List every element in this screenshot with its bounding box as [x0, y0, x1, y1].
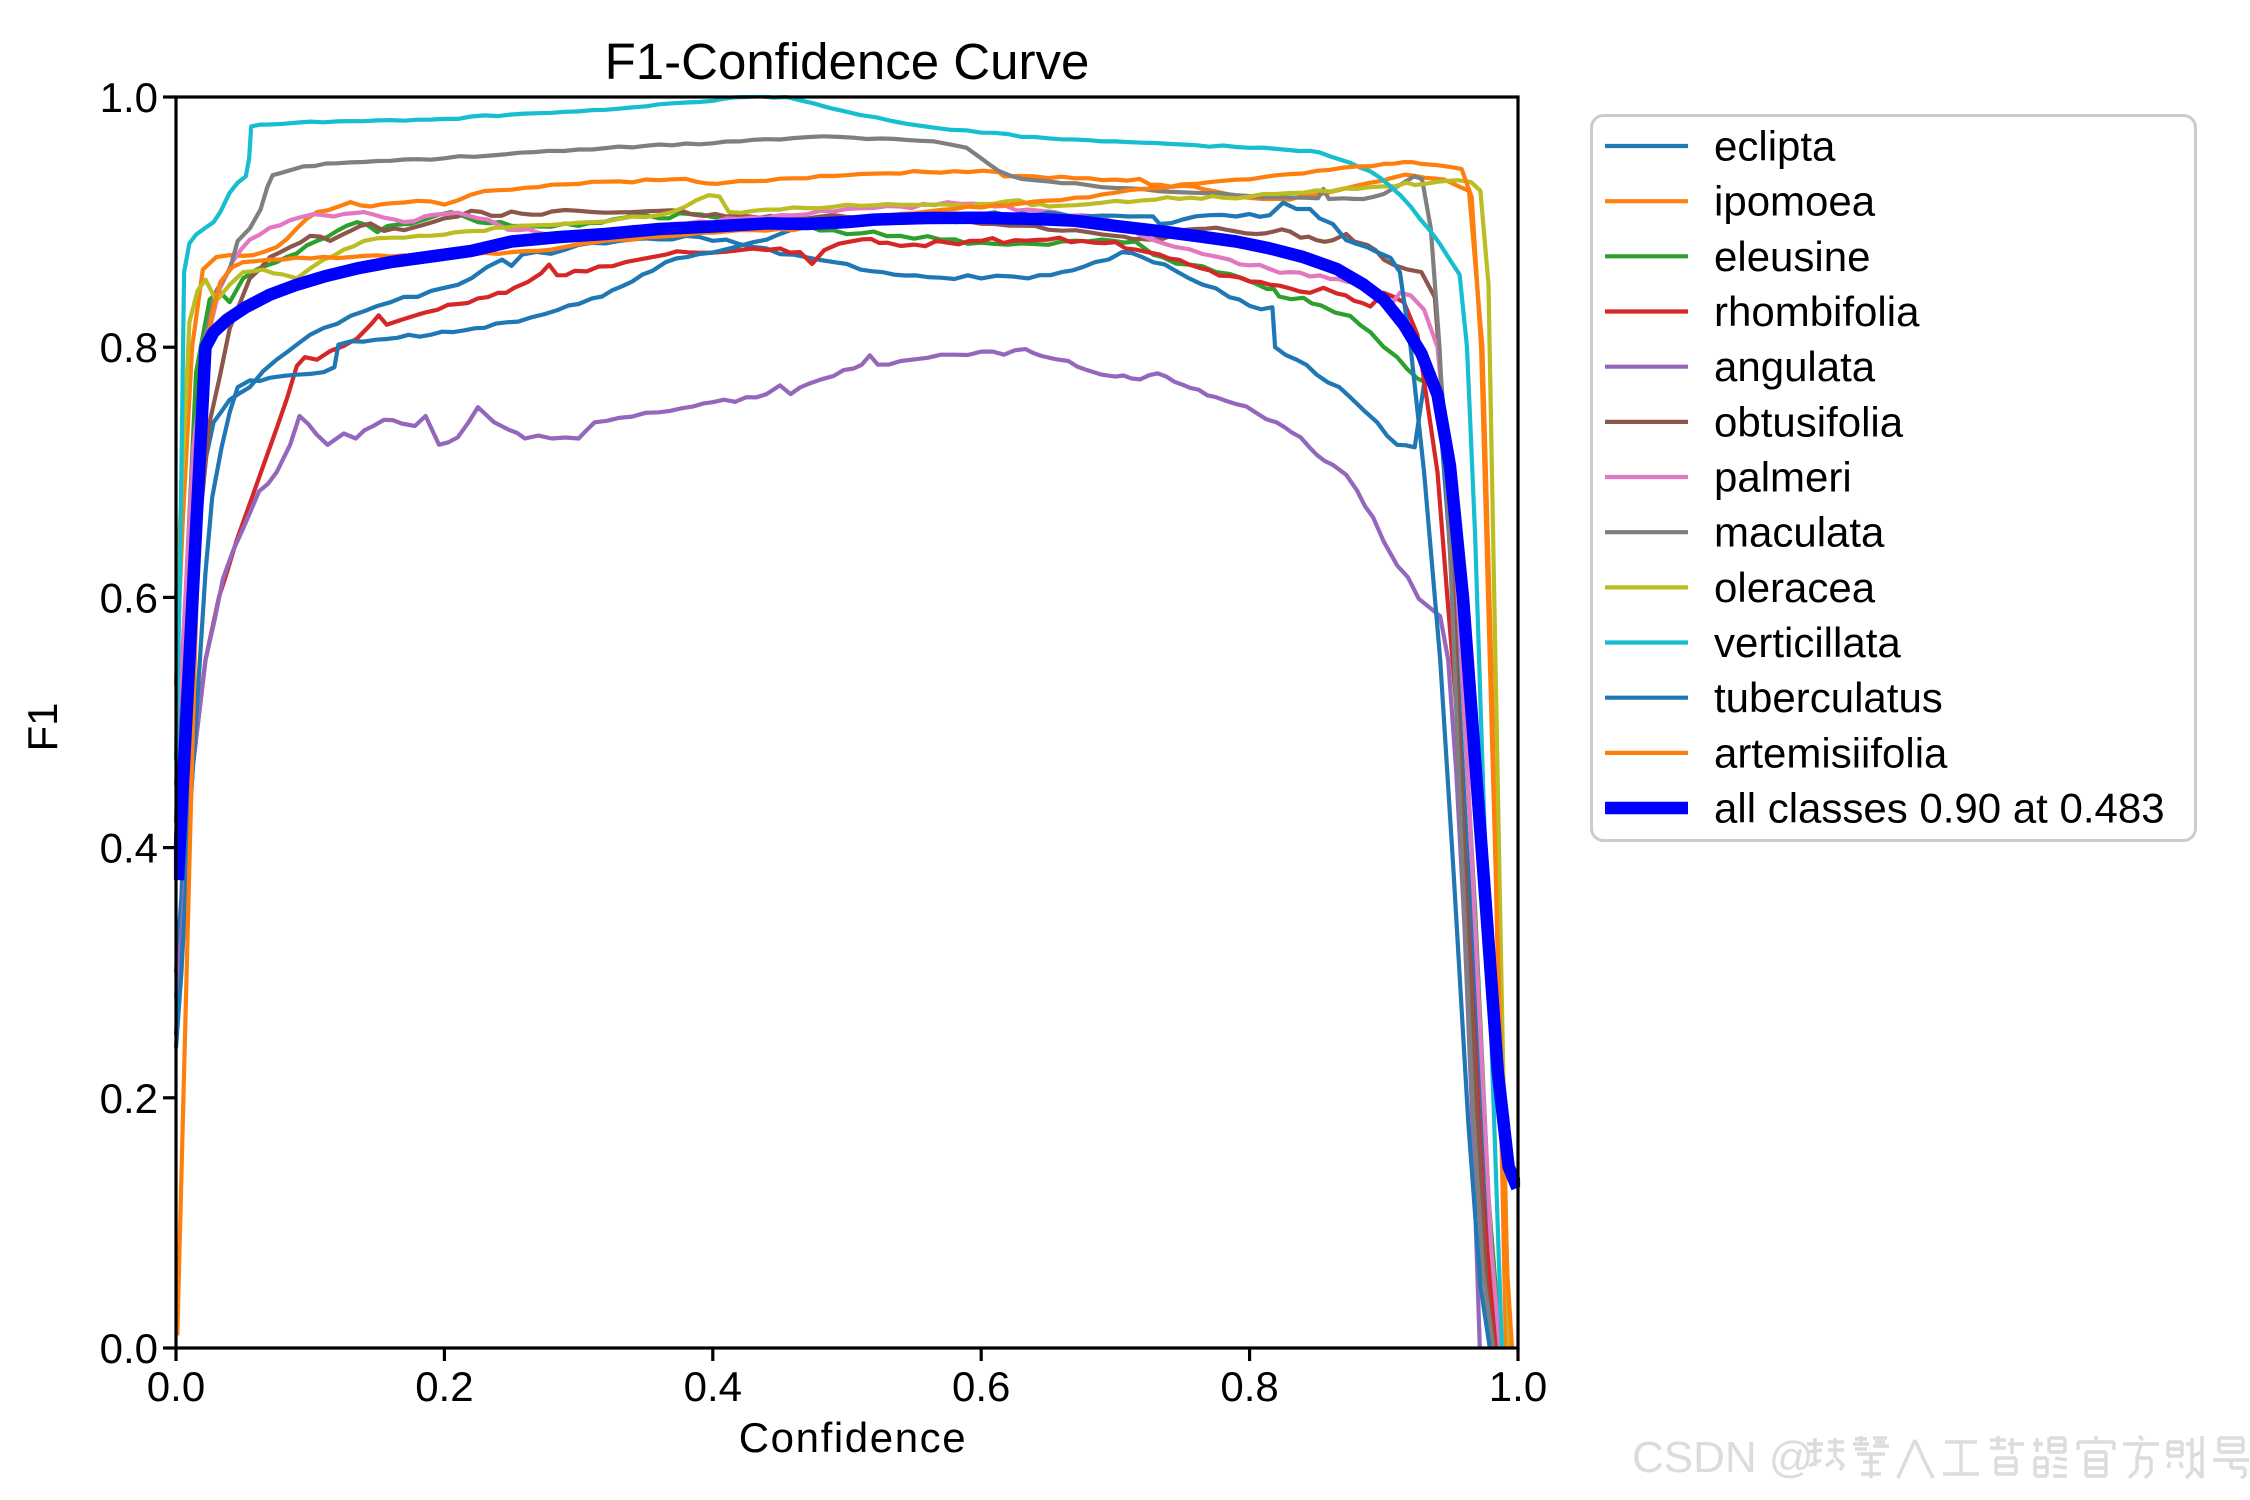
svg-text:F1: F1 [19, 702, 66, 751]
svg-text:Confidence: Confidence [739, 1414, 967, 1461]
svg-text:1.0: 1.0 [1489, 1363, 1547, 1410]
svg-text:all classes 0.90 at 0.483: all classes 0.90 at 0.483 [1714, 785, 2165, 832]
svg-text:oleracea: oleracea [1714, 564, 1876, 611]
svg-text:0.2: 0.2 [415, 1363, 473, 1410]
svg-text:verticillata: verticillata [1714, 619, 1901, 666]
svg-text:obtusifolia: obtusifolia [1714, 398, 1904, 445]
svg-text:F1-Confidence Curve: F1-Confidence Curve [605, 33, 1090, 90]
svg-text:0.8: 0.8 [1220, 1363, 1278, 1410]
svg-text:ipomoea: ipomoea [1714, 178, 1876, 225]
svg-text:0.2: 0.2 [100, 1075, 158, 1122]
svg-text:1.0: 1.0 [100, 74, 158, 121]
svg-text:0.8: 0.8 [100, 324, 158, 371]
svg-text:0.0: 0.0 [147, 1363, 205, 1410]
svg-text:0.4: 0.4 [684, 1363, 742, 1410]
svg-text:0.6: 0.6 [952, 1363, 1010, 1410]
svg-text:eleusine: eleusine [1714, 233, 1870, 280]
svg-text:CSDN @: CSDN @ [1632, 1433, 1814, 1482]
svg-text:tuberculatus: tuberculatus [1714, 674, 1943, 721]
svg-text:angulata: angulata [1714, 343, 1876, 390]
svg-text:artemisiifolia: artemisiifolia [1714, 729, 1948, 776]
svg-text:0.0: 0.0 [100, 1325, 158, 1372]
svg-text:rhombifolia: rhombifolia [1714, 288, 1920, 335]
svg-text:eclipta: eclipta [1714, 123, 1836, 170]
svg-text:palmeri: palmeri [1714, 454, 1852, 501]
svg-text:0.6: 0.6 [100, 574, 158, 621]
svg-text:0.4: 0.4 [100, 825, 158, 872]
svg-text:maculata: maculata [1714, 509, 1885, 556]
